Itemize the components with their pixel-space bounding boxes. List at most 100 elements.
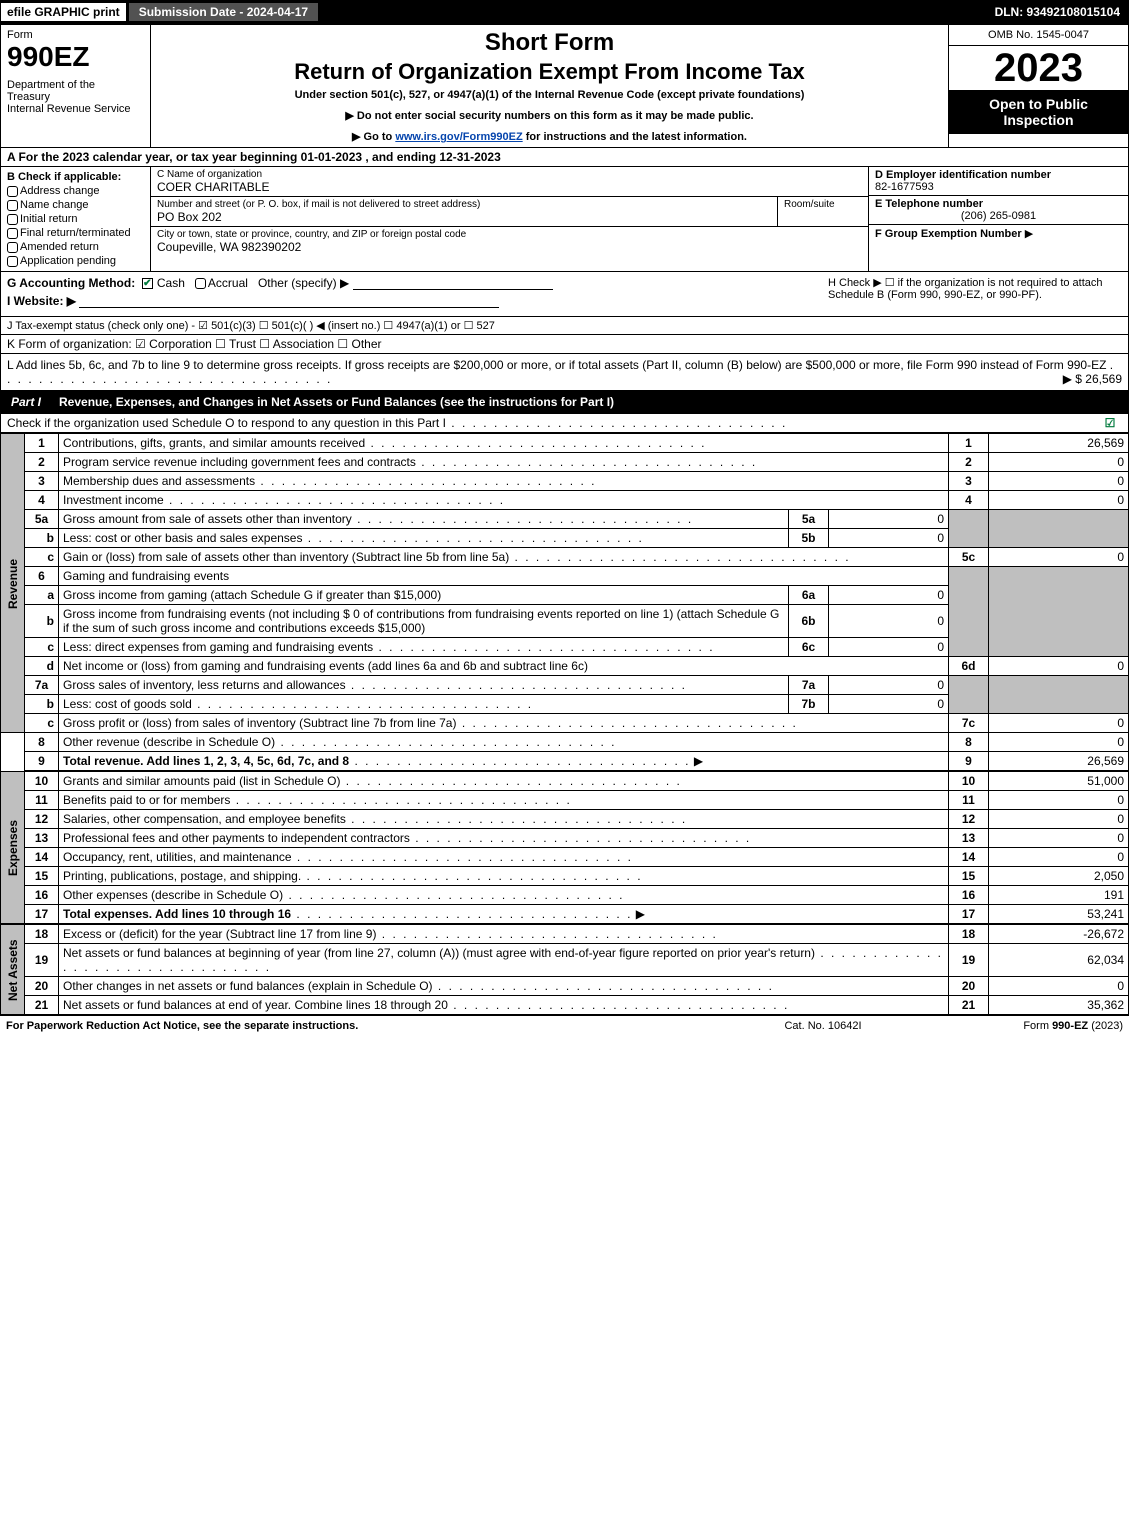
dln-label: DLN: 93492108015104 <box>987 3 1128 21</box>
addr-row: Number and street (or P. O. box, if mail… <box>151 197 868 227</box>
line-11: 11Benefits paid to or for members110 <box>1 791 1129 810</box>
line-17: 17Total expenses. Add lines 10 through 1… <box>1 905 1129 924</box>
cb-pending[interactable]: Application pending <box>7 255 144 267</box>
expenses-table: Expenses 10Grants and similar amounts pa… <box>0 771 1129 924</box>
form-header: Form 990EZ Department of theTreasuryInte… <box>0 24 1129 148</box>
other-specify-input[interactable] <box>353 276 553 290</box>
col-b: B Check if applicable: Address change Na… <box>1 167 151 271</box>
phone-label: E Telephone number <box>875 198 983 210</box>
city-label: City or town, state or province, country… <box>157 229 862 240</box>
line-5c: cGain or (loss) from sale of assets othe… <box>1 548 1129 567</box>
row-a-text: A For the 2023 calendar year, or tax yea… <box>7 150 501 164</box>
line-20: 20Other changes in net assets or fund ba… <box>1 977 1129 996</box>
line-3: 3Membership dues and assessments30 <box>1 472 1129 491</box>
line-10: Expenses 10Grants and similar amounts pa… <box>1 772 1129 791</box>
header-left: Form 990EZ Department of theTreasuryInte… <box>1 25 151 147</box>
main-title: Return of Organization Exempt From Incom… <box>159 59 940 85</box>
cb-name-change[interactable]: Name change <box>7 199 144 211</box>
group-label: F Group Exemption Number <box>875 228 1022 240</box>
row-a: A For the 2023 calendar year, or tax yea… <box>0 148 1129 167</box>
part1-header: Part I Revenue, Expenses, and Changes in… <box>0 391 1129 414</box>
arrow-icon: ▶ <box>1025 228 1033 240</box>
website-input[interactable] <box>79 294 499 308</box>
revenue-table: Revenue 1 Contributions, gifts, grants, … <box>0 433 1129 771</box>
row-k: K Form of organization: ☑ Corporation ☐ … <box>0 335 1129 354</box>
line-6: 6Gaming and fundraising events <box>1 567 1129 586</box>
cb-accrual[interactable] <box>195 278 206 289</box>
cb-amended[interactable]: Amended return <box>7 241 144 253</box>
part1-sub: Check if the organization used Schedule … <box>0 414 1129 433</box>
row-l-text: L Add lines 5b, 6c, and 7b to line 9 to … <box>7 358 1106 372</box>
line-2: 2Program service revenue including gover… <box>1 453 1129 472</box>
col-c: C Name of organization COER CHARITABLE N… <box>151 167 868 271</box>
line-4: 4Investment income40 <box>1 491 1129 510</box>
line-8: 8Other revenue (describe in Schedule O)8… <box>1 733 1129 752</box>
part1-title: Revenue, Expenses, and Changes in Net As… <box>51 391 1128 413</box>
cb-initial-return[interactable]: Initial return <box>7 213 144 225</box>
row-i: I Website: ▶ <box>7 294 822 308</box>
goto-note: ▶ Go to www.irs.gov/Form990EZ for instru… <box>159 130 940 143</box>
open-inspection: Open to Public Inspection <box>949 90 1128 134</box>
tax-year: 2023 <box>949 46 1128 90</box>
side-expenses: Expenses <box>1 772 25 924</box>
phone-block: E Telephone number (206) 265-0981 <box>869 196 1128 225</box>
netassets-table: Net Assets 18Excess or (deficit) for the… <box>0 924 1129 1015</box>
under-section: Under section 501(c), 527, or 4947(a)(1)… <box>159 89 940 101</box>
cb-address-change[interactable]: Address change <box>7 185 144 197</box>
line-6d: dNet income or (loss) from gaming and fu… <box>1 657 1129 676</box>
line-16: 16Other expenses (describe in Schedule O… <box>1 886 1129 905</box>
ssn-note: ▶ Do not enter social security numbers o… <box>159 109 940 122</box>
top-bar: efile GRAPHIC print Submission Date - 20… <box>0 0 1129 24</box>
section-bcdef: B Check if applicable: Address change Na… <box>0 167 1129 272</box>
footer-left: For Paperwork Reduction Act Notice, see … <box>6 1020 723 1032</box>
line-9: 9Total revenue. Add lines 1, 2, 3, 4, 5c… <box>1 752 1129 771</box>
room-label: Room/suite <box>778 197 868 226</box>
part1-num: Part I <box>1 391 51 413</box>
goto-pre: ▶ Go to <box>352 131 395 143</box>
addr-label: Number and street (or P. O. box, if mail… <box>157 199 771 210</box>
goto-post: for instructions and the latest informat… <box>523 131 747 143</box>
line-1: Revenue 1 Contributions, gifts, grants, … <box>1 434 1129 453</box>
row-l: L Add lines 5b, 6c, and 7b to line 9 to … <box>0 354 1129 391</box>
row-j: J Tax-exempt status (check only one) - ☑… <box>0 317 1129 335</box>
dots-icon <box>446 416 787 430</box>
line-12: 12Salaries, other compensation, and empl… <box>1 810 1129 829</box>
g-label: G Accounting Method: <box>7 276 135 290</box>
ein-value: 82-1677593 <box>875 181 934 193</box>
line-14: 14Occupancy, rent, utilities, and mainte… <box>1 848 1129 867</box>
row-l-amount: ▶ $ 26,569 <box>1063 372 1122 386</box>
group-exemption: F Group Exemption Number ▶ <box>869 225 1128 242</box>
part1-sub-text: Check if the organization used Schedule … <box>7 416 1098 430</box>
col-def: D Employer identification number 82-1677… <box>868 167 1128 271</box>
form-number: 990EZ <box>7 41 144 73</box>
phone-value: (206) 265-0981 <box>875 210 1122 222</box>
side-revenue: Revenue <box>1 434 25 733</box>
line-19: 19Net assets or fund balances at beginni… <box>1 944 1129 977</box>
line-18: Net Assets 18Excess or (deficit) for the… <box>1 925 1129 944</box>
col-b-header: B Check if applicable: <box>7 171 144 183</box>
city-value: Coupeville, WA 982390202 <box>157 240 862 254</box>
section-ghi: G Accounting Method: ✔Cash Accrual Other… <box>0 272 1129 317</box>
cb-final-return[interactable]: Final return/terminated <box>7 227 144 239</box>
side-netassets: Net Assets <box>1 925 25 1015</box>
footer-center: Cat. No. 10642I <box>723 1020 923 1032</box>
addr-value: PO Box 202 <box>157 210 771 224</box>
dept-label: Department of theTreasuryInternal Revenu… <box>7 79 144 115</box>
line-21: 21Net assets or fund balances at end of … <box>1 996 1129 1015</box>
page-footer: For Paperwork Reduction Act Notice, see … <box>0 1015 1129 1036</box>
line-5a: 5aGross amount from sale of assets other… <box>1 510 1129 529</box>
short-form-title: Short Form <box>159 29 940 57</box>
header-right: OMB No. 1545-0047 2023 Open to Public In… <box>948 25 1128 147</box>
other-label: Other (specify) ▶ <box>258 276 349 290</box>
line-7a: 7aGross sales of inventory, less returns… <box>1 676 1129 695</box>
irs-link[interactable]: www.irs.gov/Form990EZ <box>395 131 522 143</box>
line-15: 15Printing, publications, postage, and s… <box>1 867 1129 886</box>
i-label: I Website: ▶ <box>7 294 76 308</box>
efile-label[interactable]: efile GRAPHIC print <box>1 3 128 21</box>
part1-sub-check[interactable]: ☑ <box>1098 416 1122 430</box>
cb-cash[interactable]: ✔ <box>142 278 153 289</box>
org-name-label: C Name of organization <box>157 169 862 180</box>
row-g: G Accounting Method: ✔Cash Accrual Other… <box>7 276 822 290</box>
ein-block: D Employer identification number 82-1677… <box>869 167 1128 196</box>
submission-date: Submission Date - 2024-04-17 <box>128 2 319 22</box>
